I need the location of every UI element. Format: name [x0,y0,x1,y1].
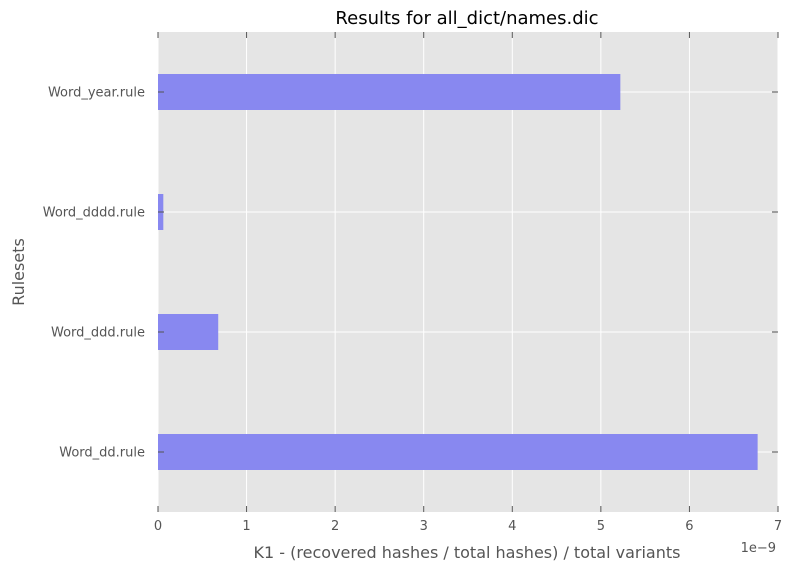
x-axis-offset-label: 1e−9 [741,541,776,556]
y-tick-labels: Word_dd.rule Word_ddd.rule Word_dddd.rule W… [43,86,145,461]
y-tick-label: Word_year.rule [48,86,145,101]
x-tick-label: 6 [685,519,693,534]
x-axis-label: K1 - (recovered hashes / total hashes) /… [254,543,681,562]
x-tick-label: 1 [242,519,250,534]
bars [158,74,758,470]
x-tick-label: 4 [508,519,516,534]
y-tick-label: Word_ddd.rule [51,326,145,341]
y-tick-label: Word_dddd.rule [43,206,145,221]
plot-background [158,32,778,512]
tick-marks [157,32,779,512]
x-tick-label: 5 [597,519,605,534]
bar-word-ddd-rule [158,314,219,350]
x-tick-label: 0 [154,519,162,534]
x-tick-label: 2 [331,519,339,534]
x-tick-labels: 0 1 2 3 4 5 6 7 [154,519,782,534]
y-tick-label: Word_dd.rule [59,446,145,461]
bar-word-dd-rule [158,434,758,470]
x-tick-label: 7 [774,519,782,534]
chart-title: Results for all_dict/names.dic [335,8,598,29]
x-tick-label: 3 [420,519,428,534]
bar-word-year-rule [158,74,621,110]
y-axis-label: Rulesets [9,238,28,306]
